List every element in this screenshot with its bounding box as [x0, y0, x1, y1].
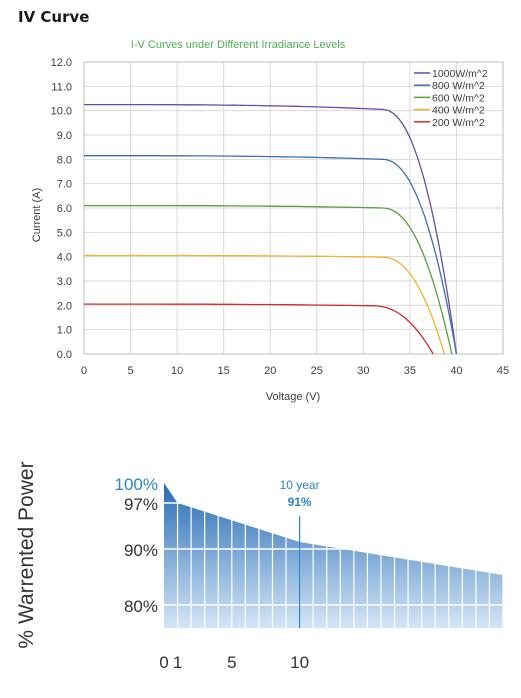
iv-series-line: [84, 155, 458, 355]
iv-series-line: [83, 254, 445, 355]
iv-y-tick-label: 5.0: [57, 227, 72, 239]
warranty-y-tick-label: 97%: [124, 495, 158, 514]
warranty-y-tick-label: 100%: [115, 475, 158, 494]
iv-y-tick-label: 11.0: [51, 81, 72, 93]
iv-y-tick-label: 0.0: [57, 349, 72, 361]
warranty-y-axis-label: % Warrented Power: [15, 461, 38, 648]
iv-y-tick-label: 4.0: [57, 252, 72, 264]
iv-x-tick-label: 40: [450, 365, 462, 377]
iv-y-tick-label: 3.0: [57, 276, 72, 288]
iv-y-tick-label: 6.0: [57, 203, 72, 215]
warranty-grid: [164, 483, 504, 628]
warranty-annotation-label: 10 year: [280, 478, 320, 492]
iv-y-tick-label: 10.0: [51, 106, 72, 118]
iv-y-tick-label: 2.0: [57, 300, 72, 312]
iv-x-tick-label: 45: [497, 365, 509, 377]
iv-x-axis-label: Voltage (V): [266, 391, 320, 403]
iv-curve-chart: I-V Curves under Different Irradiance Le…: [31, 39, 510, 403]
section-title: IV Curve: [18, 8, 90, 26]
iv-x-tick-label: 25: [311, 365, 323, 377]
warranty-y-tick-label: 90%: [124, 541, 158, 560]
warranty-power-chart: % Warrented Power 100%97% 90% 80% 0 1 5 10 10…: [15, 461, 504, 672]
warranty-x-tick-label: 10: [290, 653, 309, 672]
iv-series-line: [84, 204, 453, 355]
warranty-area-fill: [164, 483, 503, 628]
warranty-x-tick-label: 5: [227, 653, 236, 672]
iv-y-tick-label: 12.0: [51, 57, 72, 69]
iv-legend-label: 400 W/m^2: [432, 105, 485, 117]
iv-x-tick-label: 5: [127, 365, 133, 377]
iv-y-tick-label: 7.0: [57, 179, 72, 191]
iv-plot-frame: [83, 61, 504, 355]
warranty-y-tick-labels: 100%97% 90% 80%: [115, 475, 158, 616]
iv-x-tick-label: 30: [357, 365, 369, 377]
iv-legend-label: 600 W/m^2: [432, 92, 485, 104]
iv-y-tick-label: 9.0: [57, 130, 72, 142]
iv-x-tick-label: 0: [81, 365, 87, 377]
iv-x-tick-label: 20: [264, 365, 276, 377]
warranty-x-tick-label: 1: [173, 653, 182, 672]
iv-legend-label: 1000W/m^2: [432, 68, 488, 80]
iv-x-tick-label: 10: [171, 365, 183, 377]
iv-series-line: [84, 103, 458, 355]
warranty-y-tick-label: 80%: [124, 597, 158, 616]
iv-x-tick-label: 35: [404, 365, 416, 377]
warranty-annotation-value: 91%: [288, 495, 312, 509]
warranty-x-tick-label: 0: [159, 653, 168, 672]
iv-x-tick-label: 15: [218, 365, 230, 377]
iv-axes: [83, 61, 504, 355]
iv-chart-title: I-V Curves under Different Irradiance Le…: [131, 39, 346, 51]
iv-y-axis-label: Current (A): [31, 188, 43, 242]
iv-y-tick-label: 8.0: [57, 154, 72, 166]
iv-legend-label: 200 W/m^2: [432, 117, 485, 129]
iv-y-tick-label: 1.0: [57, 325, 72, 337]
warranty-x-tick-labels: 0 1 5 10: [159, 653, 309, 672]
iv-legend-label: 800 W/m^2: [432, 80, 485, 92]
warranty-annotation: 10 year 91%: [280, 478, 320, 628]
warranty-area: [164, 483, 503, 628]
iv-series-lines: [83, 103, 458, 355]
iv-series-line: [84, 303, 434, 355]
iv-tick-labels: 0.0 1.0 2.0 3.0 4.0 5.0 6.0 7.0 8.0 9.0 10.0 11.0 12…: [51, 57, 510, 377]
